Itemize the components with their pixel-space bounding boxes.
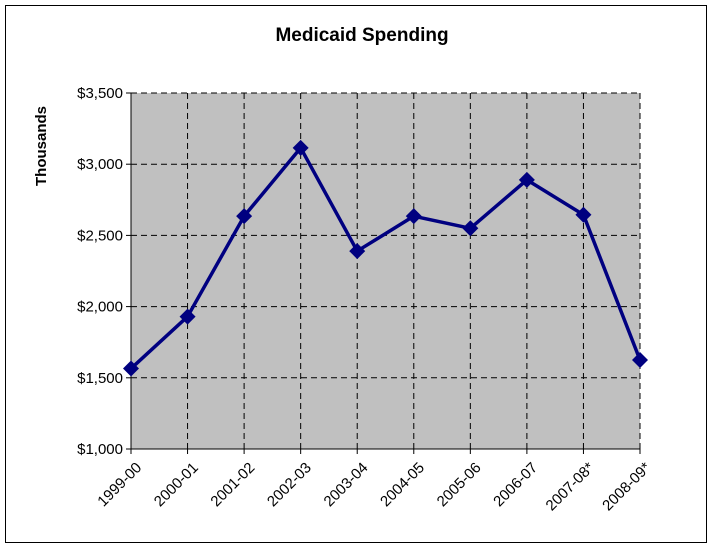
series-line (129, 146, 642, 370)
y-tick-label: $1,000 (77, 441, 123, 458)
y-tick-label: $2,500 (77, 227, 123, 244)
x-tick-label: 2000-01 (151, 459, 202, 510)
series (123, 139, 648, 377)
y-tick-label: $3,500 (77, 85, 123, 102)
x-tick-label: 2006-07 (490, 459, 541, 510)
y-axis-label: Thousands (33, 106, 50, 186)
chart-title: Medicaid Spending (275, 25, 448, 46)
y-tick-label: $2,000 (77, 299, 123, 316)
data-point (575, 206, 592, 223)
data-point (518, 171, 535, 188)
x-tick-label: 2005-06 (434, 459, 485, 510)
y-tick-labels: $1,000 $1,500 $2,000 $2,500 $3,000 $3,500 (77, 85, 123, 458)
axes (126, 92, 641, 454)
data-point (123, 360, 139, 377)
y-tick-label: $3,000 (77, 156, 123, 173)
data-point (349, 243, 366, 260)
x-tick-label: 2002-03 (264, 459, 315, 510)
data-point (292, 139, 309, 156)
y-tick-label: $1,500 (77, 370, 123, 387)
x-tick-label: 2004-05 (377, 459, 428, 510)
plot-area (131, 93, 640, 449)
x-tick-label: 2008-09* (599, 459, 654, 514)
x-tick-labels: 1999-00 2000-01 2001-02 2002-03 2003-04 2004-… (94, 459, 654, 514)
x-tick-label: 2001-02 (207, 459, 258, 510)
data-point (632, 352, 648, 368)
x-tick-label: 1999-00 (94, 459, 145, 510)
x-tick-label: 2003-04 (321, 459, 372, 510)
data-point (236, 208, 253, 225)
x-tick-label: 2007-08* (543, 459, 598, 514)
data-point (179, 308, 196, 325)
grid (131, 92, 641, 449)
data-point (462, 220, 479, 237)
data-point (405, 208, 422, 225)
